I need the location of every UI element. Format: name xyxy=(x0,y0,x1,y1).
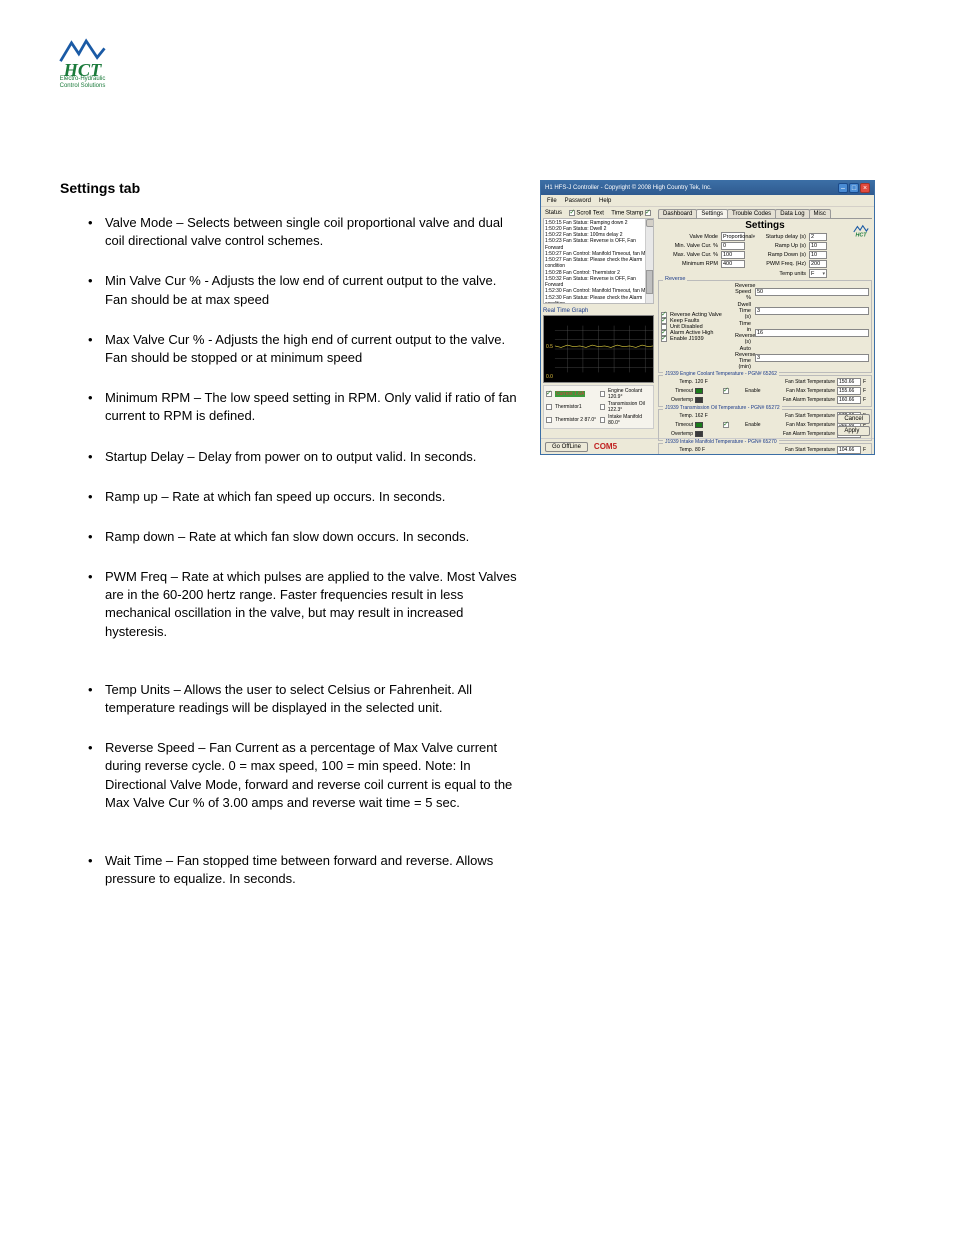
legend-checkbox[interactable] xyxy=(546,417,552,423)
reverse-group: Reverse Reverse Speed % 50 Reverse Actin… xyxy=(658,280,872,373)
ramp-down-input[interactable]: 10 xyxy=(809,251,827,259)
reverse-speed-input[interactable]: 50 xyxy=(755,288,869,296)
max-valve-cur-input[interactable]: 100 xyxy=(721,251,745,259)
tab-data-log[interactable]: Data Log xyxy=(775,209,809,218)
legend-checkbox[interactable] xyxy=(546,404,552,410)
timeout-led xyxy=(695,422,703,428)
time-stamp-checkbox[interactable] xyxy=(645,210,651,216)
bullet-item: Wait Time – Fan stopped time between for… xyxy=(60,852,520,888)
legend-checkbox[interactable] xyxy=(600,391,605,397)
legend-checkbox[interactable] xyxy=(600,404,605,410)
bullet-item: Startup Delay – Delay from power on to o… xyxy=(60,448,520,466)
right-pane: DashboardSettingsTrouble CodesData LogMi… xyxy=(656,207,874,438)
dwell-time-input[interactable]: 3 xyxy=(755,307,869,315)
ramp-up-input[interactable]: 10 xyxy=(809,242,827,250)
status-line: 1:50:23 Fan Status: Reverse is OFF, Fan … xyxy=(545,238,652,251)
menu-help[interactable]: Help xyxy=(599,198,611,204)
bullet-item: Ramp up – Rate at which fan speed up occ… xyxy=(60,488,520,506)
bullet-item: Minimum RPM – The low speed setting in R… xyxy=(60,389,520,425)
bullet-item: Min Valve Cur % - Adjusts the low end of… xyxy=(60,272,520,308)
small-logo: HCT xyxy=(852,223,870,237)
min-valve-cur-input[interactable]: 0 xyxy=(721,242,745,250)
fan-max-temp-input[interactable]: 155.66 xyxy=(837,387,861,395)
overtemp-led xyxy=(695,397,703,403)
legend-item: Engine Coolant 120.9° xyxy=(600,388,652,400)
status-log: 1:50:15 Fan Status: Ramping down 21:50:2… xyxy=(543,218,654,304)
pgn-group: J1939 Intake Manifold Temperature - PGN#… xyxy=(658,443,872,455)
status-line: 1:52:30 Fan Control: Manifold Timeout, f… xyxy=(545,288,652,294)
tab-trouble-codes[interactable]: Trouble Codes xyxy=(727,209,776,218)
bullet-item: Temp Units – Allows the user to select C… xyxy=(60,681,520,717)
window-title: H1 HFS-J Controller - Copyright © 2008 H… xyxy=(545,185,712,191)
pgn-enable-checkbox[interactable] xyxy=(723,422,729,428)
title-bar: H1 HFS-J Controller - Copyright © 2008 H… xyxy=(541,181,874,195)
status-line: 1:50:27 Fan Status: Please check the Ala… xyxy=(545,257,652,270)
bullet-item: Ramp down – Rate at which fan slow down … xyxy=(60,528,520,546)
overtemp-led xyxy=(695,431,703,437)
menu-file[interactable]: File xyxy=(547,198,557,204)
svg-text:HCT: HCT xyxy=(855,232,867,237)
go-offline-button[interactable]: Go OffLine xyxy=(545,442,588,452)
startup-delay-input[interactable]: 2 xyxy=(809,233,827,241)
close-button[interactable]: × xyxy=(860,183,870,193)
settings-fields: Valve Mode Proportional Startup delay (s… xyxy=(658,232,872,278)
fan-start-temp-input[interactable]: 104.66 xyxy=(837,446,861,454)
minimize-button[interactable]: – xyxy=(838,183,848,193)
bullet-list: Valve Mode – Selects between single coil… xyxy=(60,214,520,888)
menu-password[interactable]: Password xyxy=(565,198,591,204)
valve-mode-select[interactable]: Proportional xyxy=(721,232,745,241)
legend-item: Thermistor1 xyxy=(546,401,598,413)
logo-tagline: Electro-Hydraulic Control Solutions xyxy=(50,76,115,89)
tab-dashboard[interactable]: Dashboard xyxy=(658,209,697,218)
maximize-button[interactable]: □ xyxy=(849,183,859,193)
reverse-opt-checkbox[interactable] xyxy=(661,336,667,342)
bullet-item: Reverse Speed – Fan Current as a percent… xyxy=(60,739,520,812)
legend-item: Transmission Oil 122.3° xyxy=(600,401,652,413)
left-pane: Status Scroll Text Time Stamp 1:50:15 Fa… xyxy=(541,207,656,438)
settings-description: Settings tab Valve Mode – Selects betwee… xyxy=(60,180,520,910)
time-in-reverse-input[interactable]: 16 xyxy=(755,329,869,337)
scrollbar[interactable] xyxy=(645,219,653,303)
graph-legend: Current 1.6AEngine Coolant 120.9°Thermis… xyxy=(543,385,654,429)
pwm-freq-input[interactable]: 200 xyxy=(809,260,827,268)
tab-misc[interactable]: Misc xyxy=(809,209,831,218)
tab-bar: DashboardSettingsTrouble CodesData LogMi… xyxy=(658,209,872,219)
app-window: H1 HFS-J Controller - Copyright © 2008 H… xyxy=(540,180,875,455)
bullet-item: Valve Mode – Selects between single coil… xyxy=(60,214,520,250)
legend-checkbox[interactable] xyxy=(600,417,606,423)
legend-item: Intake Manifold 80.0° xyxy=(600,414,652,426)
apply-button[interactable]: Apply xyxy=(837,426,870,436)
scroll-text-checkbox[interactable] xyxy=(569,210,575,216)
bullet-item: Max Valve Cur % - Adjusts the high end o… xyxy=(60,331,520,367)
min-rpm-input[interactable]: 400 xyxy=(721,260,745,268)
cancel-button[interactable]: Cancel xyxy=(837,414,870,424)
bullet-item: PWM Freq – Rate at which pulses are appl… xyxy=(60,568,520,641)
settings-header: Settings xyxy=(658,220,872,231)
pgn-enable-checkbox[interactable] xyxy=(723,388,729,394)
legend-checkbox[interactable] xyxy=(546,391,552,397)
real-time-graph: 0.5 0.0 xyxy=(543,315,654,383)
menu-bar: File Password Help xyxy=(541,195,874,207)
legend-item: Thermistor 2 87.0° xyxy=(546,414,598,426)
legend-item: Current 1.6A xyxy=(546,388,598,400)
tab-settings[interactable]: Settings xyxy=(696,209,728,218)
fan-start-temp-input[interactable]: 150.66 xyxy=(837,378,861,386)
com-port-label: COM5 xyxy=(594,442,617,451)
timeout-led xyxy=(695,388,703,394)
status-line: 1:50:32 Fan Status: Reverse is OFF, Fan … xyxy=(545,276,652,289)
pgn-group: J1939 Engine Coolant Temperature - PGN# … xyxy=(658,375,872,407)
fan-alarm-temp-input[interactable]: 160.66 xyxy=(837,396,861,404)
temp-units-select[interactable]: F xyxy=(809,269,827,278)
status-line: 1:52:30 Fan Status: Please check the Ala… xyxy=(545,295,652,304)
graph-title: Real Time Graph xyxy=(543,308,654,314)
status-label: Status xyxy=(545,210,562,216)
auto-reverse-time-input[interactable]: 3 xyxy=(755,354,869,362)
section-title: Settings tab xyxy=(60,180,520,196)
